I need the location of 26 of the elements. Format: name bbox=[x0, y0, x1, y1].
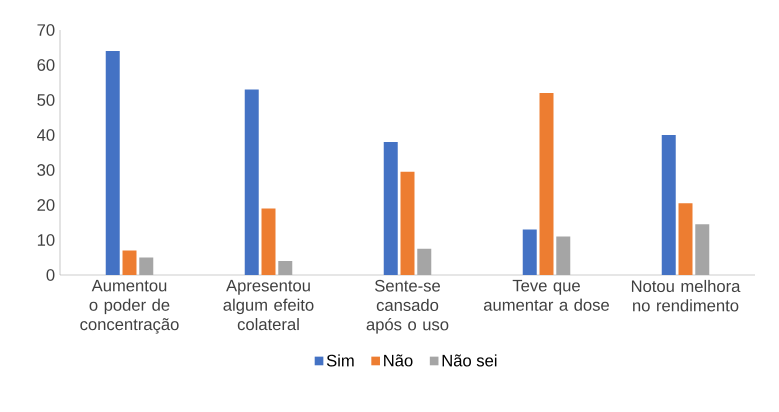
bar bbox=[384, 142, 398, 275]
y-tick-label: 10 bbox=[38, 234, 54, 246]
bar bbox=[400, 172, 414, 275]
bar bbox=[662, 135, 676, 275]
bar bbox=[122, 250, 136, 275]
bar bbox=[522, 230, 537, 275]
y-tick-label: 40 bbox=[37, 129, 54, 141]
y-tick-label: 30 bbox=[37, 164, 54, 176]
bar bbox=[244, 90, 259, 275]
x-tick-label: Aumentou o poder de concentração bbox=[80, 280, 179, 334]
bar bbox=[678, 203, 693, 275]
x-tick-label: Apresentou algum efeito colateral bbox=[224, 280, 314, 330]
bar bbox=[262, 208, 276, 275]
x-tick-label: Sente-se cansado após o uso bbox=[366, 280, 448, 334]
y-tick-label: 50 bbox=[37, 94, 54, 106]
y-tick-label: 20 bbox=[37, 199, 54, 211]
x-tick-label: Teve que aumentar a dose bbox=[484, 280, 609, 311]
legend-label: Sim bbox=[326, 354, 354, 366]
x-tick-label: Notou melhora no rendimento bbox=[632, 280, 740, 312]
bar bbox=[540, 93, 554, 275]
legend-label: Não bbox=[384, 354, 412, 366]
bar bbox=[106, 51, 120, 275]
y-tick-label: 70 bbox=[37, 24, 54, 36]
legend-label: Não sei bbox=[442, 354, 496, 366]
y-tick-label: 0 bbox=[46, 269, 54, 281]
y-tick-label: 60 bbox=[37, 59, 54, 71]
